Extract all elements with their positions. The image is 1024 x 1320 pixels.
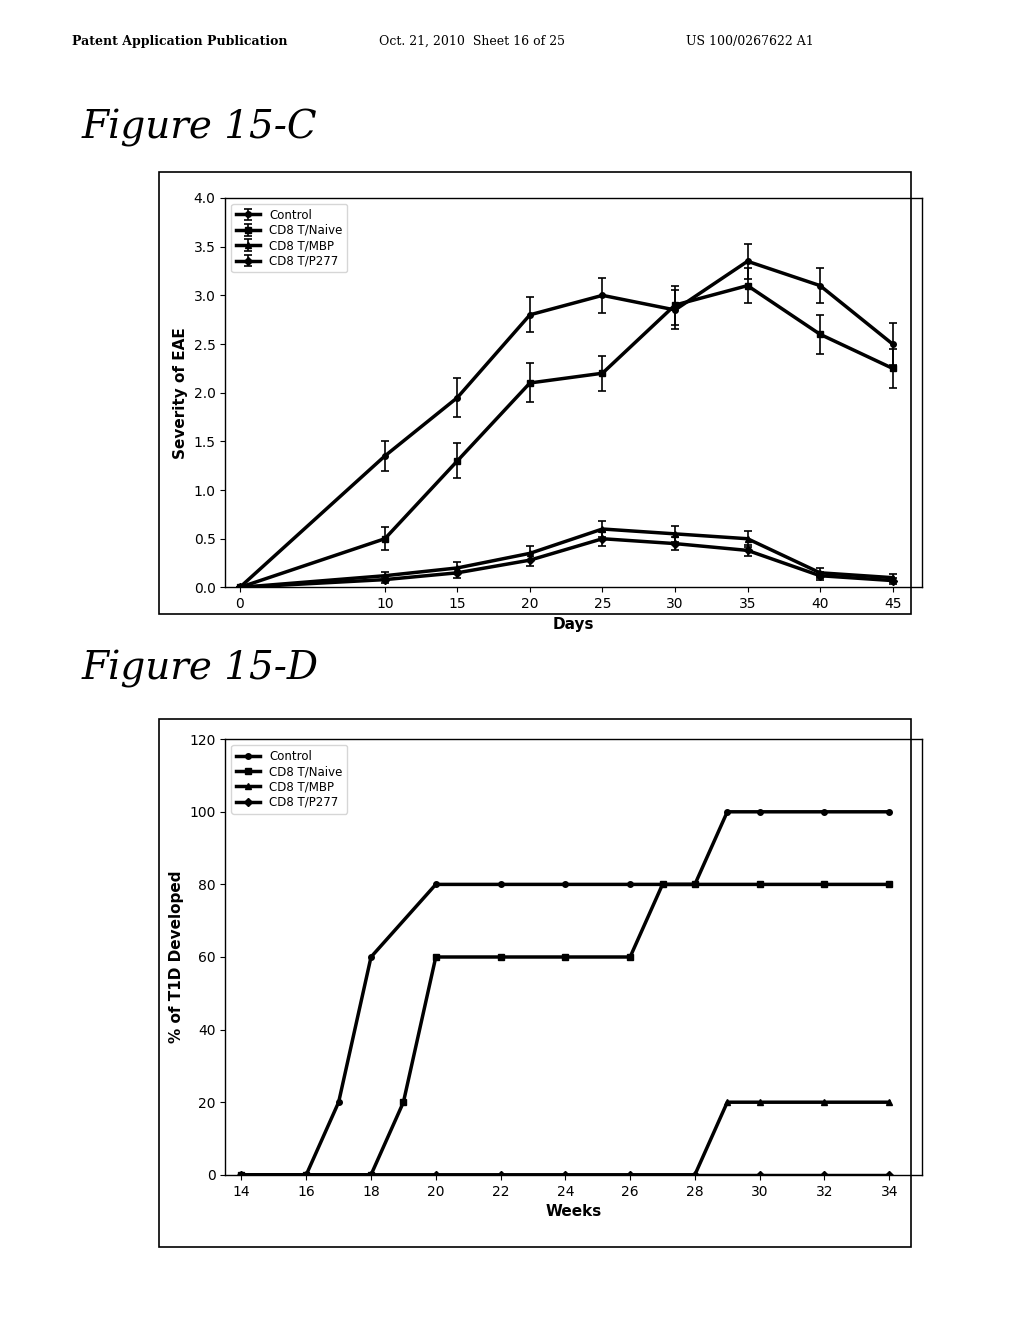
CD8 T/Naive — [754, 876, 766, 892]
Control — [818, 804, 830, 820]
Control — [236, 1167, 248, 1183]
Text: Patent Application Publication: Patent Application Publication — [72, 34, 287, 48]
CD8 T/P277 — [300, 1167, 312, 1183]
X-axis label: Days: Days — [553, 616, 594, 632]
Control — [495, 876, 507, 892]
Control — [559, 876, 571, 892]
Line: CD8 T/MBP: CD8 T/MBP — [239, 1100, 892, 1177]
CD8 T/Naive — [656, 876, 669, 892]
CD8 T/MBP — [689, 1167, 701, 1183]
Control — [430, 876, 442, 892]
CD8 T/MBP — [559, 1167, 571, 1183]
Legend: Control, CD8 T/Naive, CD8 T/MBP, CD8 T/P277: Control, CD8 T/Naive, CD8 T/MBP, CD8 T/P… — [231, 744, 347, 813]
CD8 T/MBP — [624, 1167, 636, 1183]
Line: CD8 T/P277: CD8 T/P277 — [239, 1172, 892, 1177]
Control — [721, 804, 733, 820]
Line: Control: Control — [239, 809, 892, 1177]
CD8 T/MBP — [883, 1094, 895, 1110]
Control — [624, 876, 636, 892]
Text: Oct. 21, 2010  Sheet 16 of 25: Oct. 21, 2010 Sheet 16 of 25 — [379, 34, 565, 48]
CD8 T/P277 — [495, 1167, 507, 1183]
CD8 T/MBP — [495, 1167, 507, 1183]
Line: CD8 T/Naive: CD8 T/Naive — [239, 882, 892, 1177]
CD8 T/MBP — [430, 1167, 442, 1183]
CD8 T/Naive — [689, 876, 701, 892]
CD8 T/Naive — [624, 949, 636, 965]
CD8 T/Naive — [300, 1167, 312, 1183]
CD8 T/Naive — [397, 1094, 410, 1110]
Y-axis label: % of T1D Developed: % of T1D Developed — [169, 871, 183, 1043]
CD8 T/MBP — [236, 1167, 248, 1183]
CD8 T/Naive — [818, 876, 830, 892]
CD8 T/MBP — [754, 1094, 766, 1110]
CD8 T/P277 — [236, 1167, 248, 1183]
Legend: Control, CD8 T/Naive, CD8 T/MBP, CD8 T/P277: Control, CD8 T/Naive, CD8 T/MBP, CD8 T/P… — [231, 203, 347, 272]
Text: US 100/0267622 A1: US 100/0267622 A1 — [686, 34, 814, 48]
CD8 T/P277 — [365, 1167, 377, 1183]
Control — [689, 876, 701, 892]
CD8 T/Naive — [495, 949, 507, 965]
CD8 T/Naive — [365, 1167, 377, 1183]
Control — [365, 949, 377, 965]
CD8 T/Naive — [559, 949, 571, 965]
CD8 T/Naive — [883, 876, 895, 892]
Control — [333, 1094, 345, 1110]
CD8 T/Naive — [236, 1167, 248, 1183]
CD8 T/Naive — [430, 949, 442, 965]
Control — [754, 804, 766, 820]
Text: Figure 15-D: Figure 15-D — [82, 651, 318, 688]
CD8 T/P277 — [689, 1167, 701, 1183]
CD8 T/P277 — [624, 1167, 636, 1183]
Y-axis label: Severity of EAE: Severity of EAE — [173, 327, 188, 458]
Text: Figure 15-C: Figure 15-C — [82, 110, 317, 147]
CD8 T/MBP — [721, 1094, 733, 1110]
CD8 T/P277 — [883, 1167, 895, 1183]
Control — [300, 1167, 312, 1183]
X-axis label: Weeks: Weeks — [546, 1204, 601, 1220]
CD8 T/P277 — [818, 1167, 830, 1183]
CD8 T/MBP — [818, 1094, 830, 1110]
CD8 T/MBP — [365, 1167, 377, 1183]
Control — [883, 804, 895, 820]
CD8 T/P277 — [559, 1167, 571, 1183]
CD8 T/P277 — [430, 1167, 442, 1183]
CD8 T/MBP — [300, 1167, 312, 1183]
CD8 T/P277 — [754, 1167, 766, 1183]
